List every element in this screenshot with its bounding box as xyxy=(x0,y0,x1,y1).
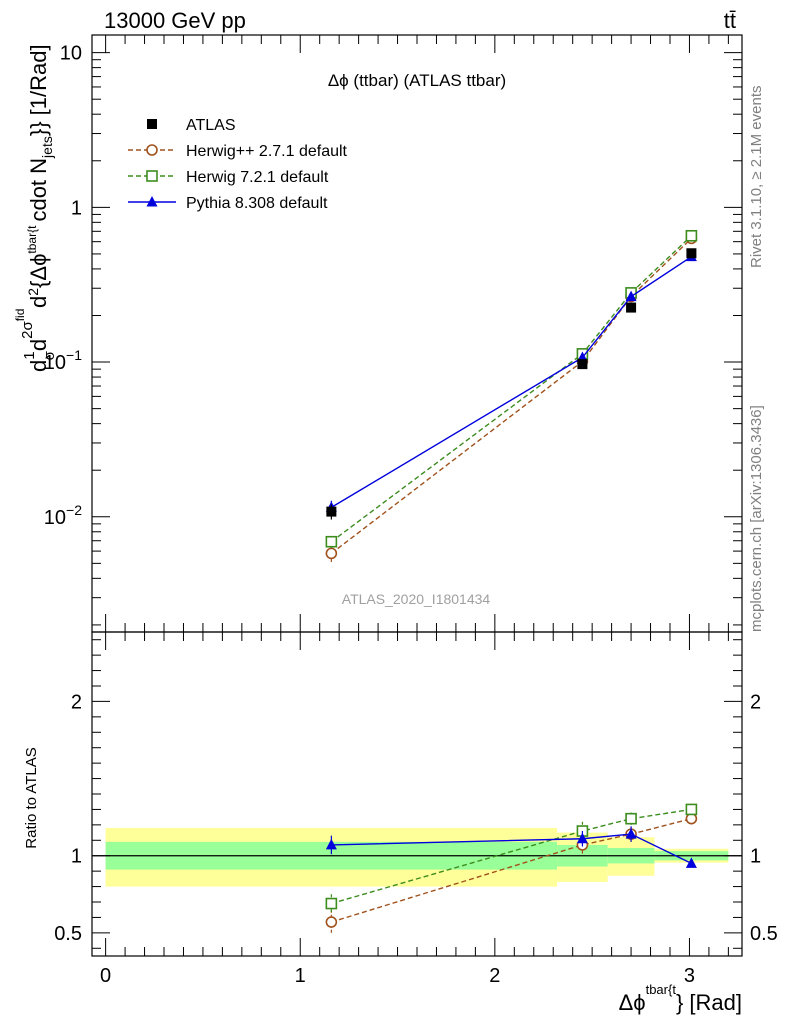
ratio-point-pythia xyxy=(685,857,697,868)
series-line-pythia xyxy=(331,256,692,508)
series-herwigpp xyxy=(325,232,698,563)
ratio-series-pythia xyxy=(325,826,697,868)
ratio-point-herwig7 xyxy=(325,897,338,910)
y-tick-label: 10−2 xyxy=(44,502,82,529)
ratio-point-herwig7 xyxy=(625,812,637,825)
process-label: tt̄ xyxy=(724,8,736,33)
data-point-herwigpp xyxy=(325,547,338,560)
main-ylabel: d1 σd2σfid d2{Δϕtbar{tcdot Njets}} [1/Rad… xyxy=(13,44,58,372)
legend-label: Pythia 8.308 default xyxy=(186,195,328,212)
x-axis-label: Δϕtbar{t} [Rad] xyxy=(619,982,742,1015)
ratio-point-herwig7 xyxy=(685,803,698,816)
legend-marker xyxy=(146,144,158,156)
ratio-y-tick-label: 2 xyxy=(750,691,761,713)
ratio-axes: 0.5 0.5 1 1 2 2 0 1 2 3 xyxy=(54,631,778,987)
ratio-y-tick-label: 2 xyxy=(71,691,82,713)
y-tick-label: 10−1 xyxy=(44,347,82,374)
x-tick-label: 0 xyxy=(100,965,111,987)
series-pythia xyxy=(325,250,697,515)
series-line-herwig7 xyxy=(330,235,692,543)
ratio-uncertainty-bands xyxy=(92,827,742,887)
ratio-point-pythia xyxy=(576,832,588,844)
ratio-y-tick-label: 0.5 xyxy=(750,923,778,945)
main-series-layer xyxy=(325,229,698,563)
legend-label: Herwig++ 2.7.1 default xyxy=(186,143,348,160)
series-herwig7 xyxy=(325,229,698,548)
x-tick-label: 2 xyxy=(489,965,500,987)
data-point-herwig7 xyxy=(685,229,698,242)
y-tick-label: 10 xyxy=(60,43,82,65)
ratio-point-pythia xyxy=(625,828,637,839)
data-point-atlas xyxy=(326,506,337,517)
data-point-atlas xyxy=(686,248,697,259)
x-tick-label: 1 xyxy=(295,965,306,987)
x-tick-label: 3 xyxy=(684,965,695,987)
ratio-line-herwig7 xyxy=(331,808,692,905)
legend-label: Herwig 7.2.1 default xyxy=(186,169,329,186)
legend-item-atlas: ATLAS xyxy=(147,117,236,134)
ratio-series-layer xyxy=(325,803,698,935)
series-atlas xyxy=(326,248,697,520)
main-title: Δϕ (ttbar) (ATLAS ttbar) xyxy=(328,71,506,90)
ratio-point-herwigpp xyxy=(325,916,338,928)
ratio-y-tick-label: 1 xyxy=(750,846,761,868)
legend-item-pythia: Pythia 8.308 default xyxy=(128,195,328,212)
legend-marker xyxy=(146,196,158,207)
data-point-herwig7 xyxy=(325,535,338,548)
ratio-point-pythia xyxy=(325,838,337,850)
legend: ATLAS Herwig++ 2.7.1 default Herwig 7.2.1 … xyxy=(128,117,348,212)
ratio-line-pythia xyxy=(331,833,692,865)
rivet-label: Rivet 3.1.10, ≥ 2.1M events xyxy=(748,86,765,269)
ratio-frame xyxy=(91,631,743,957)
ratio-y-tick-label: 0.5 xyxy=(54,923,82,945)
legend-marker xyxy=(147,119,157,129)
energy-label: 13000 GeV pp xyxy=(104,8,246,33)
ratio-ylabel: Ratio to ATLAS xyxy=(23,747,40,848)
ratio-y-tick-label: 1 xyxy=(71,846,82,868)
legend-item-herwigpp: Herwig++ 2.7.1 default xyxy=(128,143,348,160)
legend-item-herwig7: Herwig 7.2.1 default xyxy=(128,169,329,186)
ratio-line-herwigpp xyxy=(331,818,692,923)
data-point-atlas xyxy=(626,302,637,313)
y-tick-label: 1 xyxy=(71,197,82,219)
legend-marker xyxy=(146,170,158,182)
data-point-pythia xyxy=(625,290,637,302)
svg-text:d2{Δϕtbar{tcdot Njets}} [1/Rad: d2{Δϕtbar{tcdot Njets}} [1/Rad] xyxy=(25,44,55,308)
analysis-label: ATLAS_2020_I1801434 xyxy=(342,591,491,607)
data-point-atlas xyxy=(577,359,588,370)
legend-label: ATLAS xyxy=(186,117,236,134)
series-line-herwigpp xyxy=(330,237,692,554)
mcplots-label: mcplots.cern.ch [arXiv:1306.3436] xyxy=(748,405,765,632)
